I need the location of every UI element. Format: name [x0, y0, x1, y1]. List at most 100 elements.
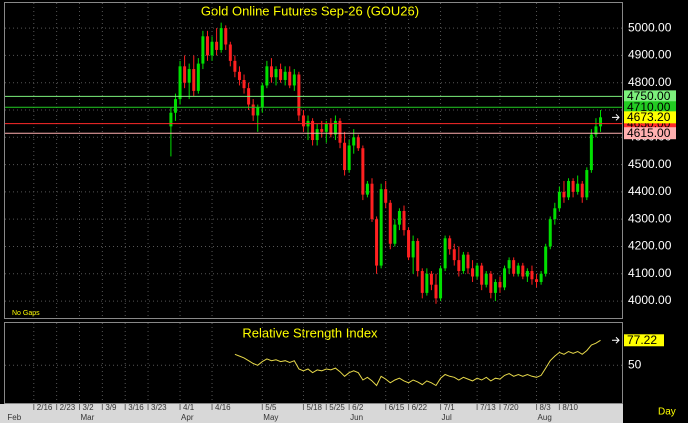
x-tick-label: 6/15 [389, 403, 405, 412]
candle-body [384, 189, 388, 203]
candle-body [347, 145, 351, 171]
candle-body [484, 273, 488, 285]
candle-body [585, 170, 589, 198]
y-tick-label: 4800.00 [628, 75, 672, 89]
y-tick-label: 4400.00 [628, 184, 672, 198]
candle-body [356, 137, 360, 149]
candle-body [388, 202, 392, 244]
candle-body [251, 104, 255, 116]
candle-body [567, 180, 571, 198]
candle-body [562, 191, 566, 198]
candle-body [365, 183, 369, 195]
candle-body [173, 99, 177, 113]
candle-body [589, 134, 593, 171]
x-tick-label: 5/18 [306, 403, 322, 412]
x-tick-label: 6/22 [412, 403, 428, 412]
candle-body [539, 273, 543, 282]
x-tick-label: 3/16 [128, 403, 144, 412]
month-label: Jul [442, 413, 452, 422]
x-unit-label: Day [658, 407, 676, 418]
candle-body [493, 281, 497, 293]
candle-body [576, 183, 580, 192]
level-label: 4615.00 [627, 126, 671, 140]
x-tick-label: 7/20 [503, 403, 519, 412]
candle-body [192, 69, 196, 91]
month-label: Jun [350, 413, 363, 422]
month-label: Apr [181, 413, 194, 422]
last-price-box [624, 111, 676, 124]
candle-body [580, 183, 584, 198]
candle-body [397, 210, 401, 225]
y-tick-label: 4200.00 [628, 239, 672, 253]
candle-body [599, 117, 603, 127]
candle-body [269, 66, 273, 78]
month-label: Feb [7, 413, 21, 422]
candle-body [489, 273, 493, 293]
candle-body [311, 120, 315, 141]
candle-body [215, 41, 219, 50]
candle-body [498, 281, 502, 288]
candle-body [256, 107, 260, 116]
candle-body [274, 69, 278, 78]
y-tick-label: 4000.00 [628, 293, 672, 307]
candle-body [361, 148, 365, 195]
candle-body [420, 271, 424, 293]
chart-title: Gold Online Futures Sep-26 (GOU26) [201, 3, 419, 18]
x-tick-label: 4/1 [183, 403, 195, 412]
rsi-panel-frame [4, 322, 623, 404]
candle-body [434, 284, 438, 299]
x-tick-label: 5/5 [265, 403, 277, 412]
level-label-box [624, 101, 676, 114]
candle-body [297, 74, 301, 116]
candle-body [439, 268, 443, 299]
candle-body [393, 224, 397, 244]
candle-body [594, 126, 598, 135]
candle-body [338, 120, 342, 143]
candle-body [329, 123, 333, 135]
x-tick-label: 6/2 [352, 403, 364, 412]
candle-body [228, 44, 232, 61]
candle-body [512, 260, 516, 274]
candle-body [425, 273, 429, 293]
candle-body [452, 249, 456, 261]
last-value-label: 77.22 [627, 333, 657, 347]
candle-body [183, 66, 187, 83]
last-price-label: 4673.20 [627, 110, 671, 124]
candle-body [557, 191, 561, 209]
y-tick-label: 4300.00 [628, 211, 672, 225]
candle-body [288, 71, 292, 86]
candle-body [535, 279, 539, 282]
price-panel-frame [4, 2, 623, 319]
candle-body [507, 260, 511, 269]
candle-body [315, 129, 319, 141]
x-tick-label: 7/1 [444, 403, 456, 412]
candle-body [343, 142, 347, 171]
candle-body [301, 115, 305, 127]
candle-body [196, 63, 200, 91]
candle-body [265, 66, 269, 86]
candle-body [201, 36, 205, 64]
annotation: No Gaps [12, 310, 40, 317]
rsi-line [234, 339, 601, 387]
candle-body [466, 254, 470, 269]
candle-body [292, 74, 296, 86]
y-tick-label: 5000.00 [628, 20, 672, 34]
y-tick-label: 50 [628, 357, 642, 371]
candle-body [516, 265, 520, 274]
rsi-title: Relative Strength Index [242, 325, 378, 340]
candle-body [233, 60, 237, 72]
level-label-box [624, 90, 676, 103]
candle-body [525, 271, 529, 277]
candle-body [242, 79, 246, 89]
candle-body [205, 36, 209, 56]
candle-body [475, 265, 479, 277]
candle-body [210, 41, 214, 56]
x-tick-label: 8/3 [540, 403, 552, 412]
month-label: Aug [538, 413, 552, 422]
y-tick-label: 4500.00 [628, 157, 672, 171]
candle-body [429, 273, 433, 285]
y-tick-label: 4900.00 [628, 48, 672, 62]
candle-body [480, 265, 484, 285]
